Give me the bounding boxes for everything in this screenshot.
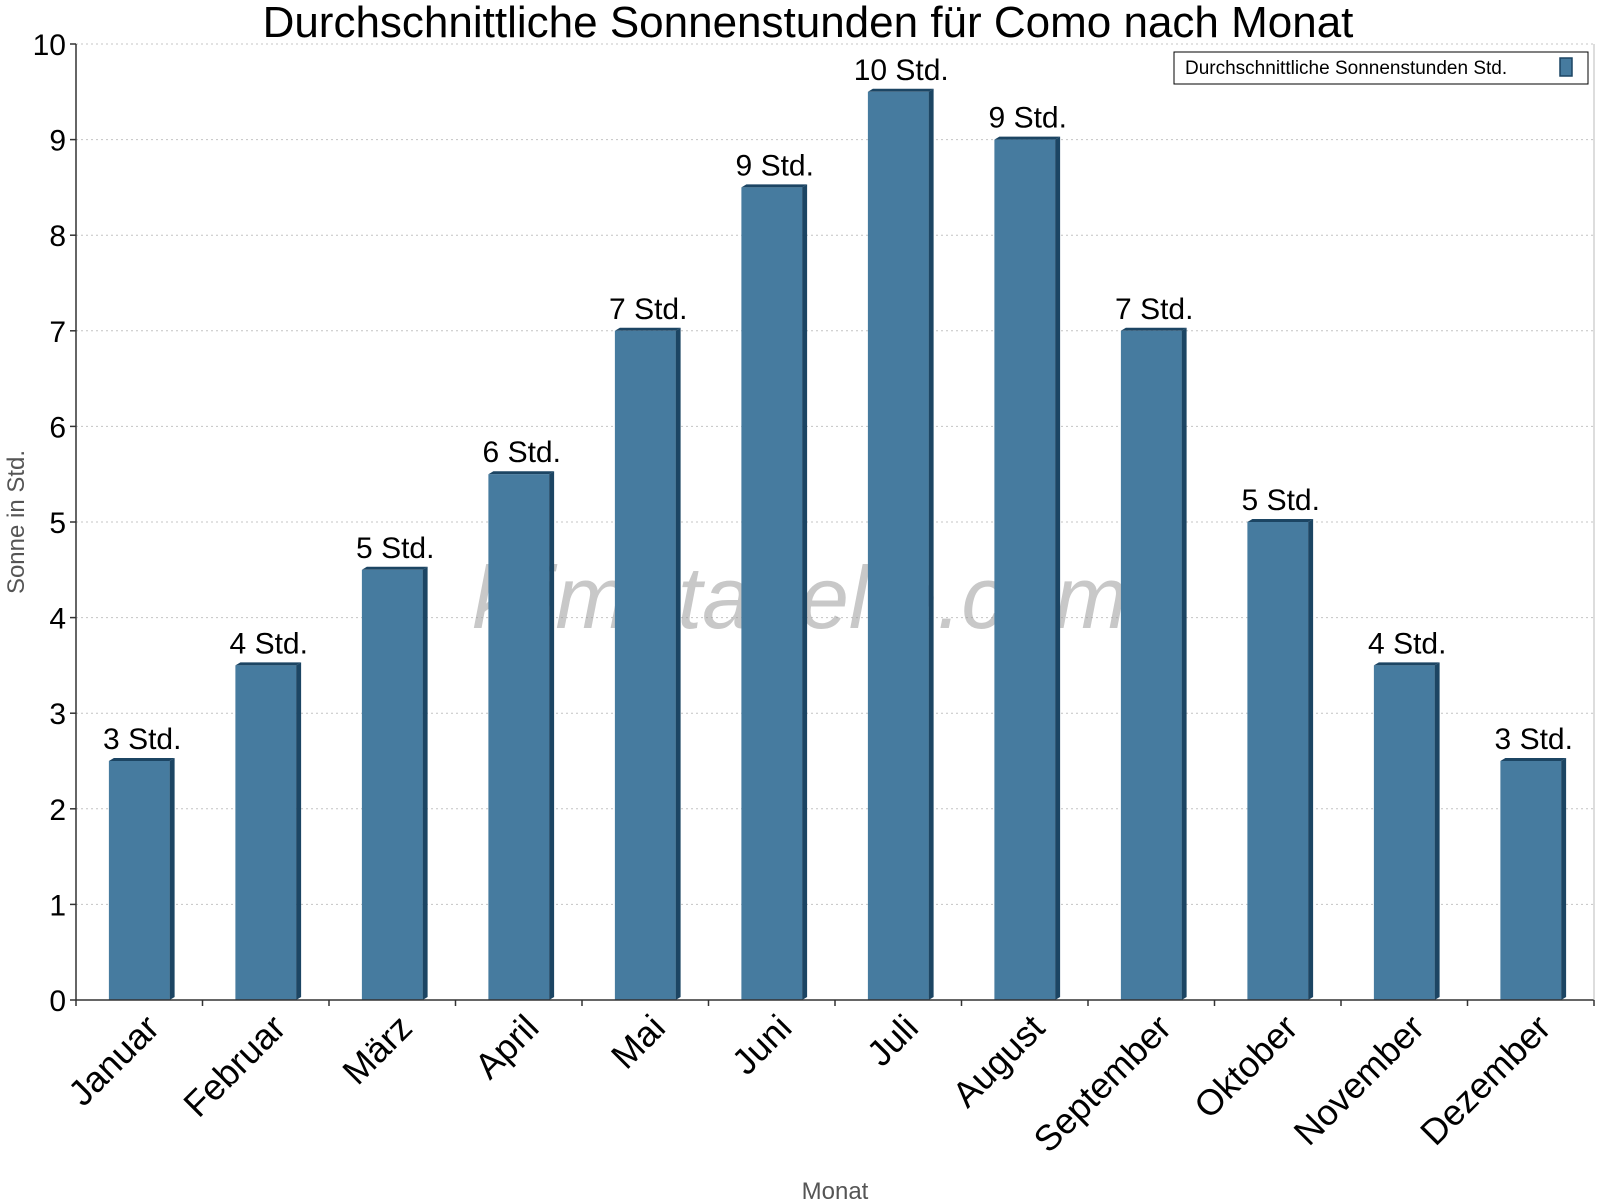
x-tick-label: Mai <box>603 1007 673 1077</box>
bar-top <box>1120 327 1187 331</box>
bar-side <box>802 184 808 1000</box>
bar-side <box>1181 327 1187 1000</box>
bar-top <box>994 136 1061 140</box>
bar-top <box>108 758 175 761</box>
data-label: 4 Std. <box>1368 627 1446 660</box>
x-tick-label: Dezember <box>1412 1007 1558 1153</box>
bar-front <box>235 665 297 1000</box>
bar-side <box>1055 136 1061 1001</box>
x-tick-labels: Januar Februar März April Mai Juni Juli AugustS… <box>60 1007 1558 1161</box>
y-tick-label: 5 <box>49 507 66 540</box>
chart-title: Durchschnittliche Sonnenstunden für Como… <box>263 0 1354 47</box>
y-tick-labels: 0 1 2 3 4 5 6 7 8 9 10 <box>33 29 66 1018</box>
bar-front <box>741 187 803 1000</box>
data-labels: 3 Std. 4 Std. 5 Std. 6 Std. 7 Std. 9 Std. 10 S… <box>103 54 1573 756</box>
bar-front <box>488 474 550 1000</box>
bar-side <box>1308 519 1314 1000</box>
bar-front <box>614 330 676 1000</box>
bar-front <box>867 91 929 1001</box>
x-tick-label: September <box>1025 1007 1179 1161</box>
bar-top <box>1373 662 1440 666</box>
bar <box>361 566 428 1000</box>
bar <box>1120 327 1187 1000</box>
bar <box>108 758 175 1000</box>
legend-swatch <box>1559 57 1573 77</box>
data-label: 5 Std. <box>1242 484 1320 517</box>
data-label: 9 Std. <box>989 102 1067 135</box>
y-tick-label: 7 <box>49 316 66 349</box>
bar-side <box>169 758 175 1000</box>
x-tick-label: April <box>466 1007 546 1087</box>
bars <box>108 88 1567 1001</box>
bar-front <box>994 139 1056 1001</box>
x-tick-label: November <box>1285 1007 1431 1153</box>
bar <box>1500 758 1567 1000</box>
y-tick-label: 9 <box>49 125 66 158</box>
bar-side <box>1561 758 1567 1000</box>
bar-front <box>1500 761 1562 1000</box>
bar <box>741 184 808 1000</box>
legend-label: Durchschnittliche Sonnenstunden Std. <box>1185 58 1507 79</box>
bar-top <box>361 566 428 570</box>
x-tick-label: Juli <box>859 1007 926 1074</box>
x-tick-label: Juni <box>724 1007 800 1083</box>
bar-side <box>675 327 681 1000</box>
y-axis-title: Sonne in Std. <box>3 450 30 594</box>
y-tick-label: 8 <box>49 220 66 253</box>
y-tick-label: 4 <box>49 603 66 636</box>
bar-top <box>235 662 302 666</box>
bar-front <box>361 569 423 1000</box>
bar <box>994 136 1061 1001</box>
data-label: 3 Std. <box>103 723 181 756</box>
bar-side <box>928 88 934 1001</box>
bar-top <box>741 184 808 188</box>
gridlines <box>76 43 1594 905</box>
axes <box>70 43 1595 1006</box>
bar-front <box>1373 665 1435 1000</box>
data-label: 5 Std. <box>356 532 434 565</box>
bar-side <box>1434 662 1440 1000</box>
y-tick-label: 10 <box>33 29 66 62</box>
data-label: 7 Std. <box>609 293 687 326</box>
bar-side <box>296 662 302 1000</box>
bar-front <box>108 761 170 1000</box>
bar-side <box>549 471 555 1000</box>
legend: Durchschnittliche Sonnenstunden Std. <box>1173 51 1589 85</box>
bar-side <box>422 566 428 1000</box>
data-label: 3 Std. <box>1495 723 1573 756</box>
bar-top <box>488 471 555 475</box>
bar-top <box>867 88 934 92</box>
bar <box>488 471 555 1000</box>
data-label: 9 Std. <box>736 149 814 182</box>
bar <box>867 88 934 1001</box>
x-axis-title: Monat <box>802 1178 869 1200</box>
data-label: 6 Std. <box>483 436 561 469</box>
x-tick-label: März <box>334 1007 420 1093</box>
x-tick-label: August <box>944 1007 1052 1115</box>
bar <box>614 327 681 1000</box>
bar-front <box>1247 522 1309 1000</box>
data-label: 4 Std. <box>230 627 308 660</box>
bar-front <box>1120 330 1182 1000</box>
bar <box>1247 519 1314 1000</box>
bar-top <box>1247 519 1314 522</box>
y-tick-label: 3 <box>49 698 66 731</box>
x-tick-label: Februar <box>175 1007 293 1125</box>
y-tick-label: 6 <box>49 411 66 444</box>
y-tick-label: 1 <box>49 889 66 922</box>
data-label: 7 Std. <box>1115 293 1193 326</box>
bar-top <box>614 327 681 331</box>
x-tick-label: Oktober <box>1186 1007 1306 1127</box>
legend-box <box>1173 51 1589 85</box>
bar <box>235 662 302 1000</box>
bar <box>1373 662 1440 1000</box>
y-tick-label: 2 <box>49 794 66 827</box>
y-tick-label: 0 <box>49 985 66 1018</box>
x-tick-label: Januar <box>60 1007 167 1114</box>
bar-top <box>1500 758 1567 761</box>
data-label: 10 Std. <box>854 54 949 87</box>
